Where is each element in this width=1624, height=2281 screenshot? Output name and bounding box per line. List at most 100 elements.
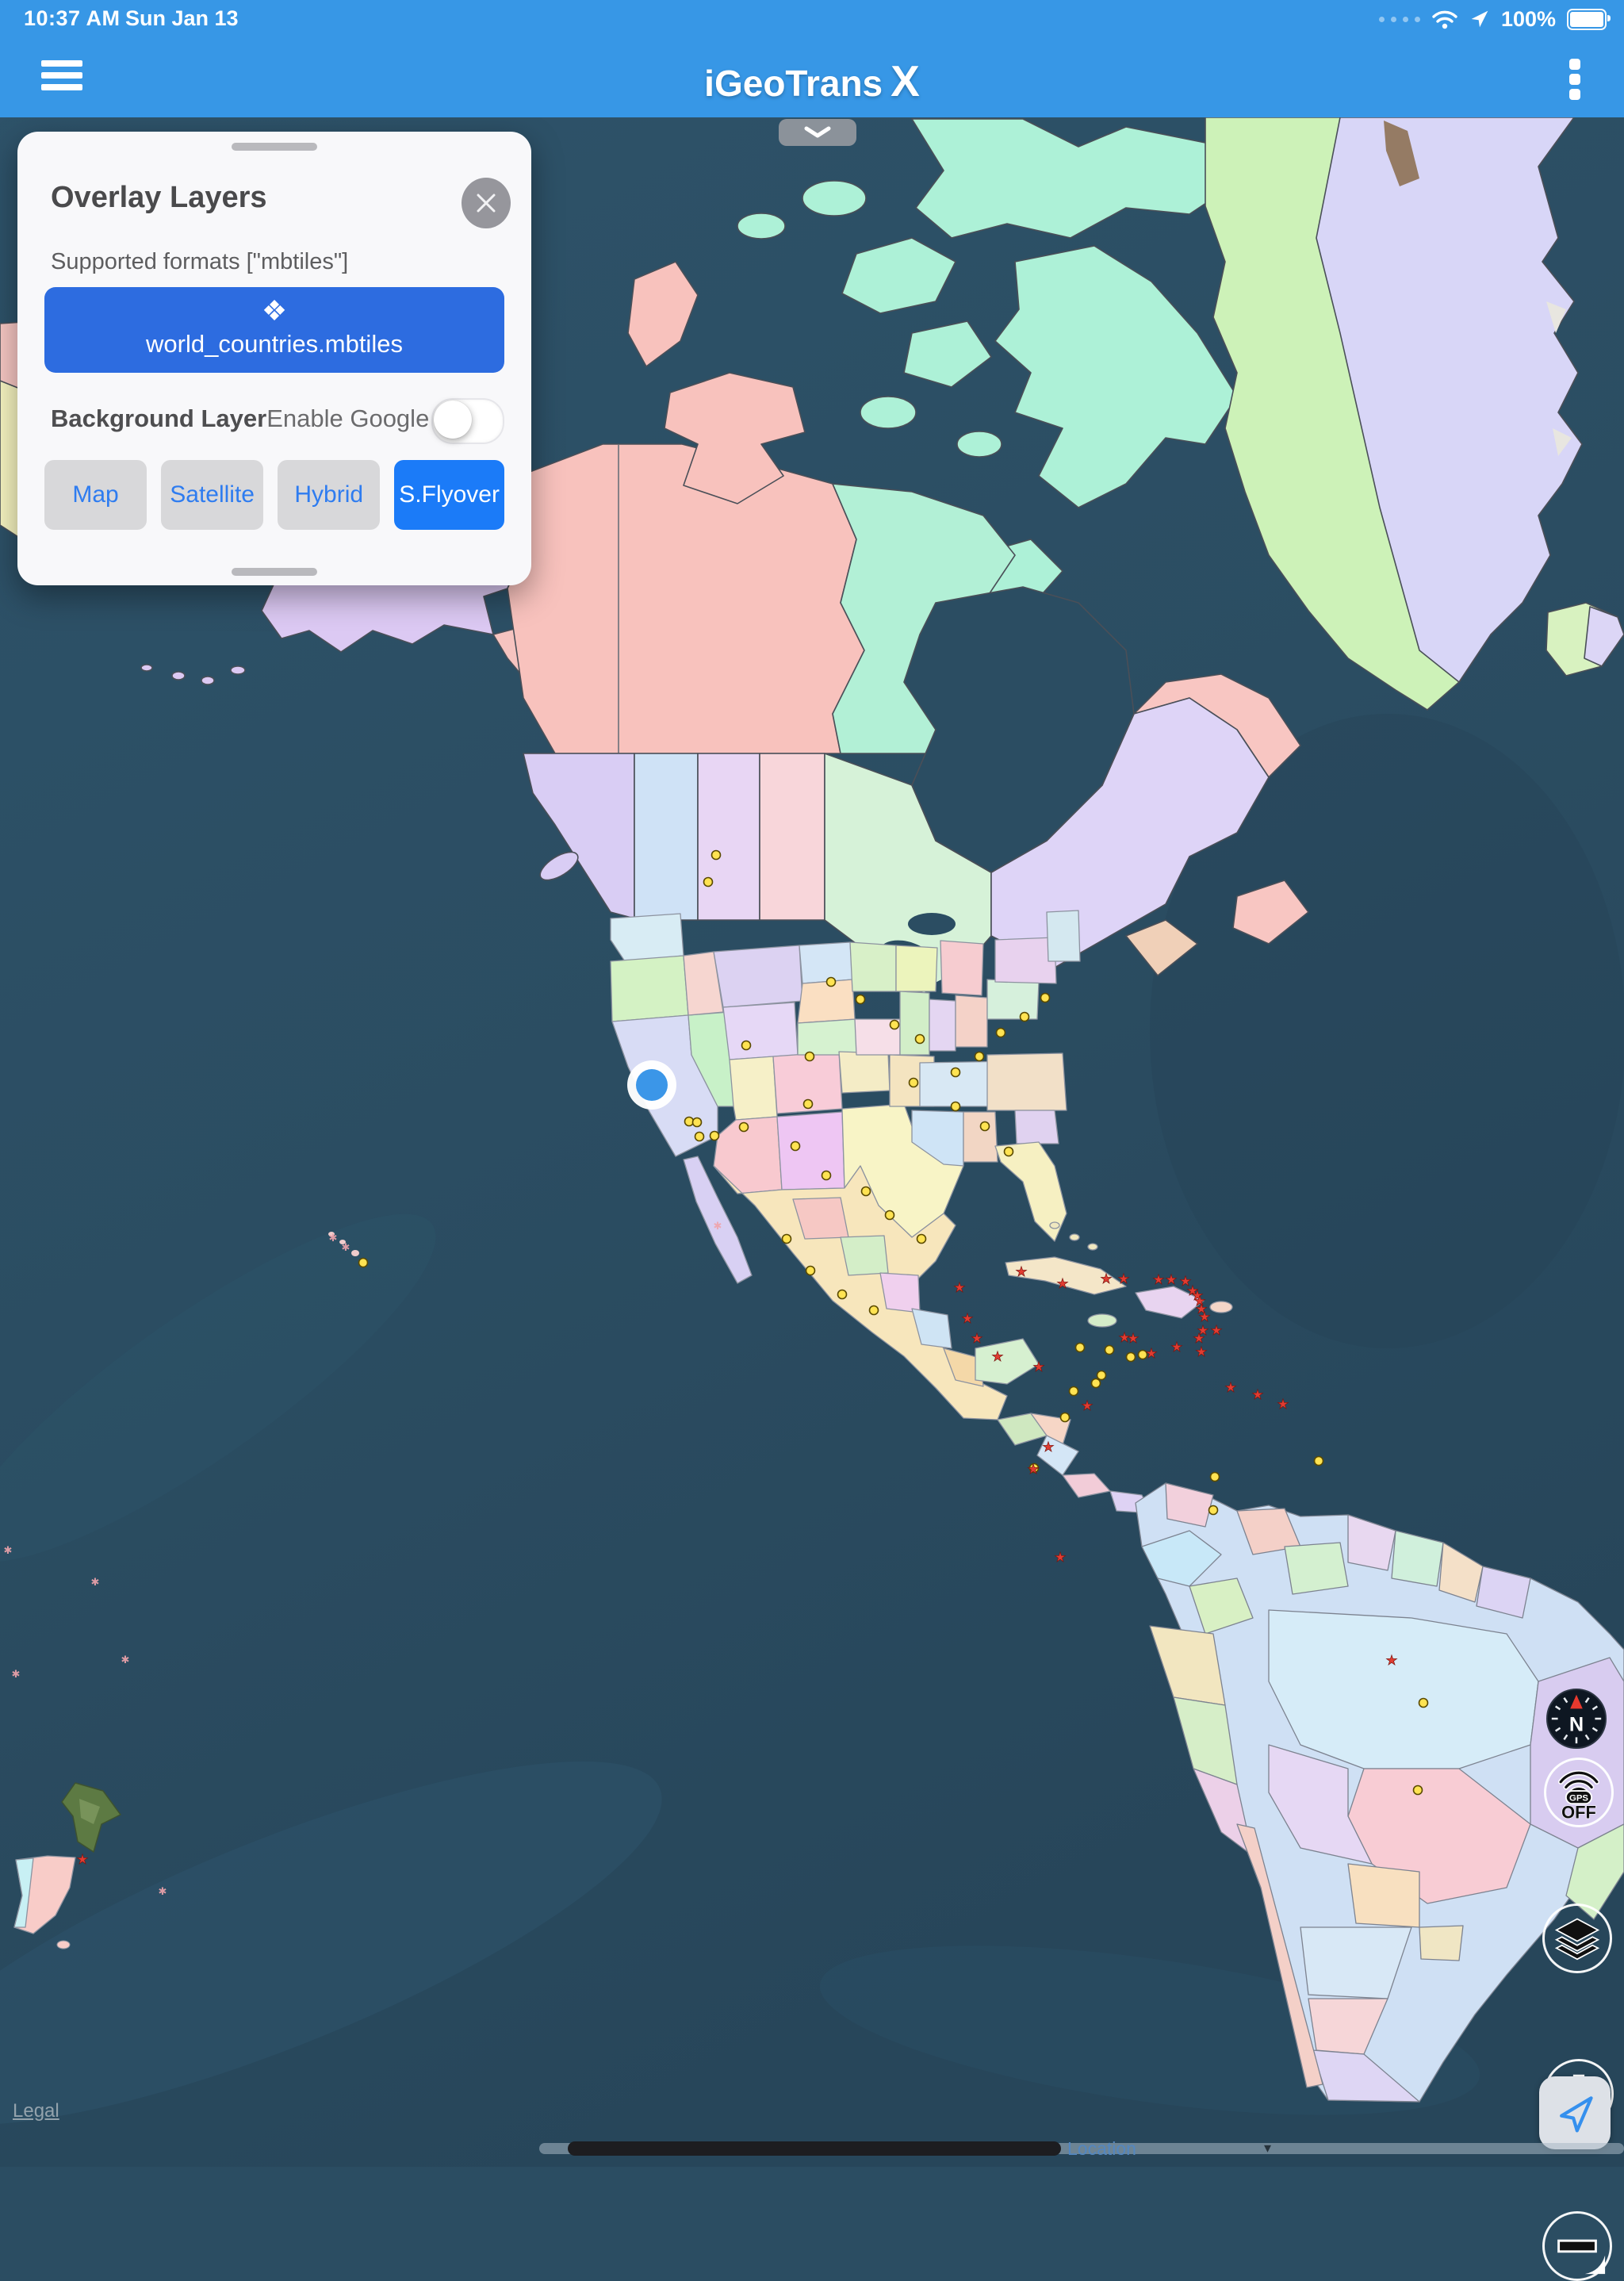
capital-star-markers: ★★ ★ ★ ★ ★ ★★★★★★★ ★★★★★ ★ ★★★★★★★ ★★★★★★★★	[76, 1264, 1398, 1868]
collapse-sheet-tab[interactable]	[779, 119, 856, 146]
svg-text:★: ★	[1170, 1340, 1182, 1355]
city-dot-markers	[358, 498, 1429, 1796]
svg-text:★: ★	[1152, 1272, 1164, 1287]
map-type-segment: Map Satellite Hybrid S.Flyover	[44, 460, 504, 530]
gps-toggle-button[interactable]: GPS OFF	[1544, 1758, 1614, 1827]
close-button[interactable]	[462, 178, 511, 228]
overlay-layers-panel: Overlay Layers Supported formats ["mbtil…	[17, 132, 531, 585]
svg-text:★: ★	[1100, 1271, 1112, 1286]
toolbar-caret-icon: ▾	[1264, 2140, 1272, 2156]
mexico-region-layer	[683, 1156, 1233, 1514]
svg-text:★: ★	[1198, 1309, 1210, 1325]
svg-text:★: ★	[1118, 1330, 1130, 1345]
svg-text:★: ★	[1042, 1440, 1054, 1455]
svg-text:★: ★	[1027, 1462, 1039, 1477]
svg-text:★: ★	[1056, 1276, 1068, 1291]
svg-text:✱: ✱	[4, 1544, 13, 1556]
svg-text:✱: ✱	[342, 1241, 350, 1253]
svg-text:✱: ✱	[121, 1654, 130, 1666]
legal-link[interactable]: Legal	[13, 2100, 59, 2122]
layers-diamond-icon: ❖	[261, 294, 288, 327]
pacific-islands-layer	[13, 1232, 359, 1949]
status-date: Sun Jan 13	[125, 6, 239, 30]
svg-text:★: ★	[1385, 1653, 1397, 1668]
battery-icon	[1567, 8, 1611, 30]
mbtiles-file-button[interactable]: ❖ world_countries.mbtiles	[44, 287, 504, 373]
corner-wedge	[1584, 2255, 1606, 2275]
svg-text:★: ★	[1224, 1380, 1236, 1395]
map-type-hybrid-button[interactable]: Hybrid	[278, 460, 381, 530]
locate-me-button[interactable]	[1539, 2076, 1611, 2149]
svg-text:★: ★	[961, 1311, 973, 1326]
layers-icon	[1554, 1918, 1600, 1961]
panel-title: Overlay Layers	[51, 181, 267, 214]
svg-text:✱: ✱	[159, 1885, 167, 1897]
svg-text:★: ★	[991, 1349, 1003, 1364]
chevron-down-icon	[804, 126, 831, 138]
layers-button[interactable]	[1542, 1903, 1612, 1973]
wifi-icon	[1432, 10, 1457, 29]
map-type-map-button[interactable]: Map	[44, 460, 147, 530]
svg-text:★: ★	[1179, 1274, 1191, 1289]
south-america-layer	[1135, 1482, 1624, 2103]
compass-n-label: N	[1569, 1714, 1584, 1736]
svg-text:★: ★	[1165, 1272, 1177, 1287]
nav-bar: iGeoTrans X	[0, 38, 1624, 117]
svg-text:★: ★	[1193, 1331, 1205, 1346]
svg-text:★: ★	[1193, 1294, 1205, 1309]
map-type-satellite-button[interactable]: Satellite	[161, 460, 264, 530]
svg-text:★: ★	[971, 1331, 982, 1346]
compass-control[interactable]: N	[1545, 1688, 1607, 1754]
svg-text:★: ★	[1186, 1283, 1198, 1298]
svg-text:★: ★	[1117, 1271, 1129, 1286]
drag-handle-bottom[interactable]	[232, 568, 317, 576]
supported-formats-label: Supported formats ["mbtiles"]	[51, 249, 349, 274]
minus-icon	[1557, 2239, 1597, 2253]
mbtiles-file-label: world_countries.mbtiles	[146, 330, 403, 358]
current-location-marker	[627, 1060, 676, 1110]
svg-text:★: ★	[1191, 1288, 1203, 1303]
svg-text:★: ★	[1210, 1323, 1222, 1338]
battery-percent: 100%	[1500, 6, 1556, 31]
background-layer-label: Background Layer	[51, 404, 267, 432]
svg-text:★: ★	[1054, 1550, 1066, 1565]
svg-text:★: ★	[1127, 1331, 1139, 1346]
status-time: 10:37 AM	[24, 6, 121, 30]
ocean-speck-markers: ✱ ✱ ✱ ✱ ✱ ✱ ✱ ✱	[4, 1220, 722, 1897]
google-maps-toggle[interactable]	[431, 398, 504, 444]
app-title: iGeoTrans X	[704, 56, 920, 105]
background-layer-row: Background LayerEnable Google Maps	[51, 398, 504, 449]
navigation-arrow-icon	[1560, 2096, 1593, 2133]
zoom-out-button[interactable]	[1542, 2211, 1612, 2281]
svg-text:★: ★	[1197, 1323, 1208, 1338]
svg-text:★: ★	[1277, 1397, 1289, 1412]
svg-text:★: ★	[1032, 1359, 1044, 1374]
svg-text:★: ★	[1081, 1398, 1093, 1413]
svg-text:✱: ✱	[329, 1232, 338, 1244]
svg-text:OFF: OFF	[1561, 1802, 1596, 1822]
svg-text:★: ★	[1015, 1264, 1027, 1279]
close-icon	[477, 194, 496, 213]
svg-text:★: ★	[1251, 1387, 1263, 1402]
cellular-signal-icon	[1378, 16, 1420, 22]
map-type-flyover-button[interactable]: S.Flyover	[394, 460, 504, 530]
location-toolbar-label: Location	[1067, 2138, 1136, 2159]
location-arrow-icon	[1471, 10, 1488, 28]
svg-text:★: ★	[1195, 1302, 1207, 1317]
north-needle-icon	[1570, 1694, 1583, 1709]
menu-button[interactable]	[41, 60, 82, 95]
svg-text:✱: ✱	[12, 1668, 21, 1680]
svg-text:✱: ✱	[714, 1220, 722, 1232]
svg-text:GPS: GPS	[1569, 1793, 1588, 1803]
svg-text:★: ★	[1145, 1346, 1157, 1361]
svg-text:★: ★	[953, 1280, 965, 1295]
map-canvas[interactable]: ✱✱✱✱✱✱✱✱ ★★ ★ ★ ★ ★ ★★★★★★★ ★★★★★ ★ ★★★★★★★ ★★★★★…	[0, 0, 1624, 2167]
status-bar: 10:37 AM Sun Jan 13 100%	[0, 0, 1624, 38]
toggle-knob	[434, 401, 472, 439]
svg-text:★: ★	[1195, 1344, 1207, 1359]
bottom-scrollbar-thumb[interactable]	[568, 2141, 1061, 2156]
drag-handle-top[interactable]	[232, 143, 317, 151]
svg-text:★: ★	[76, 1852, 88, 1867]
svg-text:✱: ✱	[91, 1576, 100, 1588]
more-options-button[interactable]	[1567, 59, 1583, 100]
